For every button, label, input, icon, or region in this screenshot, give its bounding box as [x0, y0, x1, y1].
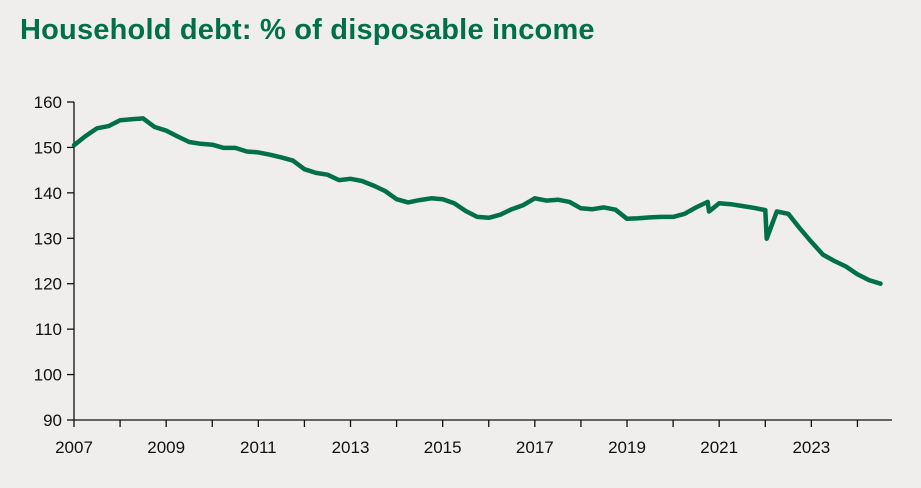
y-tick-label: 150 [34, 138, 62, 157]
x-tick-label: 2017 [516, 438, 554, 457]
y-tick-label: 100 [34, 366, 62, 385]
y-tick-label: 110 [35, 320, 62, 339]
y-tick-label: 130 [34, 229, 62, 248]
x-tick-label: 2007 [55, 438, 93, 457]
x-tick-label: 2021 [700, 438, 738, 457]
y-tick-label: 160 [34, 93, 62, 112]
x-axis: 2007 2009 2011 2013 2015 2017 2019 2021 2023 [55, 419, 892, 457]
x-tick-label: 2023 [792, 438, 830, 457]
x-tick-label: 2013 [332, 438, 370, 457]
series-layer [71, 116, 883, 286]
x-tick-label: 2019 [608, 438, 646, 457]
series-line-household-debt [71, 116, 883, 286]
y-tick-label: 120 [34, 275, 62, 294]
y-tick-label: 90 [43, 411, 62, 430]
x-tick-label: 2015 [424, 438, 462, 457]
y-axis: 90 100 110 120 130 140 150 160 [34, 93, 75, 430]
x-tick-label: 2011 [240, 438, 277, 457]
chart-title: Household debt: % of disposable income [20, 14, 595, 46]
y-tick-label: 140 [34, 184, 62, 203]
x-tick-label: 2009 [147, 438, 185, 457]
